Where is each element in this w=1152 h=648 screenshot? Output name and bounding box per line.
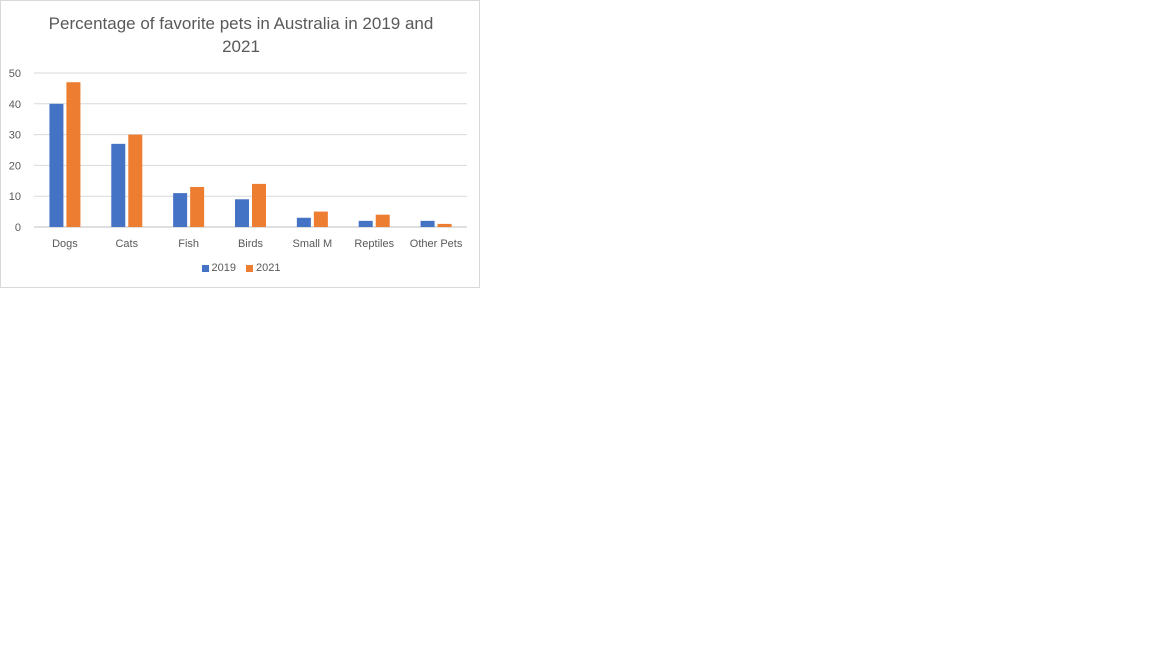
bar-reptiles-2021 [375,214,390,227]
y-tick-label-10: 10 [9,191,21,203]
y-tick-label-20: 20 [9,160,21,172]
chart-frame: Percentage of favorite pets in Australia… [0,0,480,288]
bar-birds-2019 [235,199,249,227]
legend-swatch-2021 [246,264,253,272]
y-tick-label-0: 0 [15,222,21,234]
bar-cats-2021 [128,134,143,227]
bar-small-m-2021 [313,211,328,227]
x-tick-label-reptiles: Reptiles [354,238,394,250]
bar-other-pets-2021 [437,223,452,227]
x-tick-label-birds: Birds [238,238,264,250]
bar-birds-2021 [252,183,266,227]
legend-item-2021: 2021 [246,262,280,274]
y-tick-label-40: 40 [9,99,21,111]
x-tick-label-dogs: Dogs [52,238,78,250]
x-tick-label-other-pets: Other Pets [410,238,463,250]
bar-fish-2021 [190,186,205,227]
chart-plot: 0 10 20 30 40 50 Dogs Cats Fish Birds Small M Repti… [9,68,467,250]
x-tick-label-small-m: Small M [292,238,332,250]
bar-dogs-2019 [49,103,64,227]
y-tick-label-30: 30 [9,130,21,142]
legend-swatch-2019 [201,264,209,272]
bar-dogs-2021 [66,82,81,228]
chart-title: Percentage of favorite pets in Australia… [48,14,434,56]
legend-label-2021: 2021 [256,262,281,274]
legend: 2019 2021 [1,262,481,274]
x-tick-label-fish: Fish [178,238,199,250]
bar-fish-2019 [173,193,188,227]
legend-label-2019: 2019 [211,262,236,274]
legend-item-2019: 2019 [201,262,236,274]
y-tick-label-50: 50 [9,68,21,80]
bar-small-m-2019 [296,217,311,227]
bar-other-pets-2019 [420,220,435,227]
x-tick-label-cats: Cats [115,238,138,250]
bar-reptiles-2019 [358,220,373,227]
bar-cats-2019 [111,143,126,227]
